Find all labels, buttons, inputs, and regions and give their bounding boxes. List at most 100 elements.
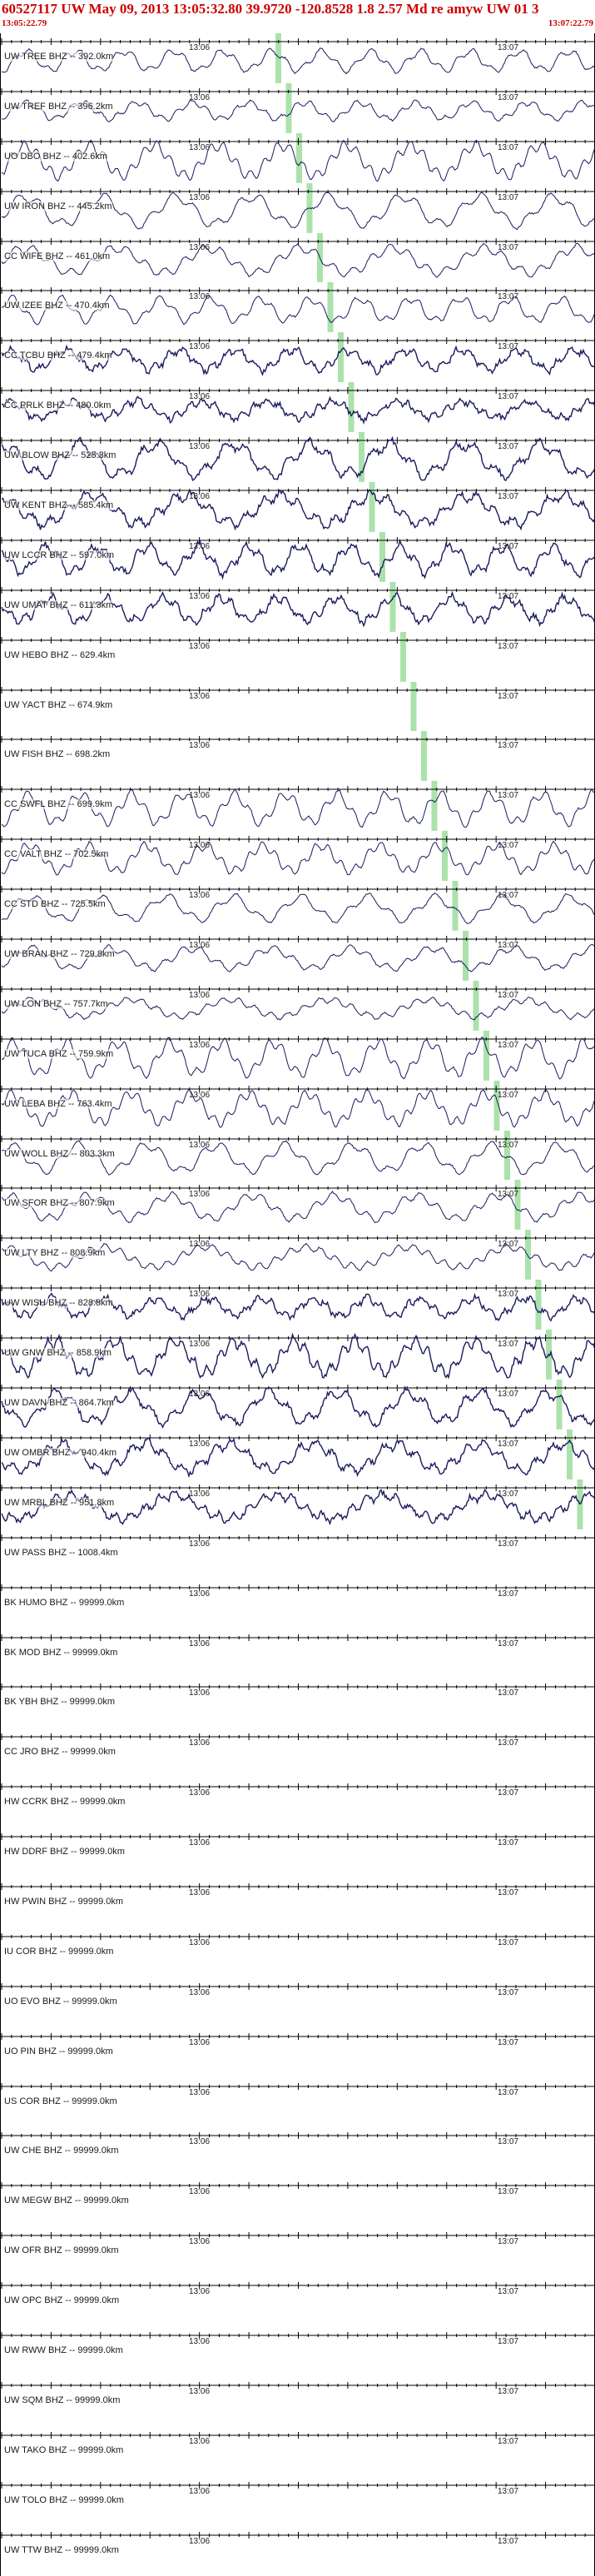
waveform xyxy=(1,892,595,924)
phase-pick-marker xyxy=(327,282,334,333)
time-label: 13:07 xyxy=(498,192,519,202)
trace-svg xyxy=(1,1833,595,1841)
time-label: 13:06 xyxy=(189,1987,211,1997)
trace-row: 13:06 13:07 UW HEBO BHZ -- 629.4km xyxy=(0,631,595,682)
time-label: 13:07 xyxy=(498,641,519,651)
phase-pick-marker xyxy=(525,1230,531,1281)
seismogram-traces: 13:06 13:07 UW TREE BHZ -- 392.0km 13:06 13:… xyxy=(0,33,595,2576)
time-label: 13:06 xyxy=(189,242,211,252)
time-label: 13:07 xyxy=(498,1887,519,1897)
time-label: 13:07 xyxy=(498,990,519,1000)
trace-row: 13:06 13:07 UW LEBA BHZ -- 763.4km xyxy=(0,1080,595,1131)
trace-row: 13:06 13:07 HW CCRK BHZ -- 99999.0km xyxy=(0,1778,595,1829)
trace-row: 13:06 13:07 UW LON BHZ -- 757.7km xyxy=(0,980,595,1031)
phase-pick-marker xyxy=(410,681,417,732)
time-label: 13:06 xyxy=(189,1240,211,1250)
time-label: 13:06 xyxy=(189,1937,211,1947)
time-label: 13:07 xyxy=(498,2287,519,2297)
trace-row: 13:06 13:07 UO PIN BHZ -- 99999.0km xyxy=(0,2027,595,2078)
time-label: 13:07 xyxy=(498,342,519,352)
trace-svg xyxy=(1,1180,595,1231)
trace-svg xyxy=(1,1429,595,1479)
station-label: UW TAKO BHZ -- 99999.0km xyxy=(4,2444,124,2455)
time-label: 13:06 xyxy=(189,492,211,502)
time-label: 13:07 xyxy=(498,2237,519,2247)
station-label: UW IRON BHZ -- 445.2km xyxy=(4,201,112,211)
phase-pick-marker xyxy=(296,132,302,183)
trace-svg xyxy=(1,1683,595,1691)
time-label: 13:07 xyxy=(498,1688,519,1698)
time-label: 13:07 xyxy=(498,392,519,402)
trace-svg xyxy=(1,182,595,233)
phase-pick-marker xyxy=(483,1030,489,1081)
time-label: 13:06 xyxy=(189,541,211,551)
trace-row: 13:06 13:07 UW LTY BHZ -- 808.9km xyxy=(0,1230,595,1281)
trace-svg xyxy=(1,1479,595,1529)
station-label: CC JRO BHZ -- 99999.0km xyxy=(4,1747,116,1758)
trace-svg xyxy=(1,1882,595,1890)
phase-pick-marker xyxy=(442,831,448,882)
station-label: UW OMBR BHZ -- 940.4km xyxy=(4,1447,117,1458)
trace-row: 13:06 13:07 UW OPC BHZ -- 99999.0km xyxy=(0,2277,595,2327)
time-label: 13:06 xyxy=(189,1639,211,1649)
trace-row: 13:06 13:07 UW IRON BHZ -- 445.2km xyxy=(0,182,595,233)
phase-pick-marker xyxy=(535,1280,542,1330)
time-label: 13:06 xyxy=(189,791,211,801)
trace-row: 13:06 13:07 UW KENT BHZ -- 585.4km xyxy=(0,482,595,532)
station-label: UW YACT BHZ -- 674.9km xyxy=(4,699,113,710)
trace-svg xyxy=(1,631,595,682)
phase-pick-marker xyxy=(275,33,281,83)
trace-svg xyxy=(1,33,595,83)
time-label: 13:07 xyxy=(498,691,519,701)
trace-svg xyxy=(1,2481,595,2489)
phase-pick-marker xyxy=(400,631,406,682)
trace-row: 13:06 13:07 UO DBO BHZ -- 402.6km xyxy=(0,132,595,183)
station-label: UW WOLL BHZ -- 803.3km xyxy=(4,1148,115,1159)
time-label: 13:07 xyxy=(498,92,519,102)
trace-svg xyxy=(1,2431,595,2439)
time-label: 13:06 xyxy=(189,2536,211,2546)
time-label: 13:07 xyxy=(498,1738,519,1748)
time-label: 13:07 xyxy=(498,1539,519,1549)
time-label: 13:07 xyxy=(498,2386,519,2396)
station-label: UW CHE BHZ -- 99999.0km xyxy=(4,2146,119,2156)
phase-pick-marker xyxy=(463,931,469,981)
trace-svg xyxy=(1,1634,595,1641)
time-label: 13:06 xyxy=(189,2037,211,2047)
time-label: 13:07 xyxy=(498,791,519,801)
time-label: 13:06 xyxy=(189,1838,211,1848)
trace-row: 13:06 13:07 UW TREE BHZ -- 392.0km xyxy=(0,33,595,83)
trace-row: 13:06 13:07 UO EVO BHZ -- 99999.0km xyxy=(0,1977,595,2028)
time-label: 13:07 xyxy=(498,1589,519,1599)
time-label: 13:06 xyxy=(189,92,211,102)
time-label: 13:07 xyxy=(498,2137,519,2147)
time-label: 13:06 xyxy=(189,891,211,901)
station-label: BK HUMO BHZ -- 99999.0km xyxy=(4,1597,125,1608)
trace-row: 13:06 13:07 UW MEGW BHZ -- 99999.0km xyxy=(0,2177,595,2228)
trace-svg xyxy=(1,1733,595,1741)
time-label: 13:07 xyxy=(498,1639,519,1649)
station-label: CC STD BHZ -- 725.5km xyxy=(4,899,106,910)
station-label: UW LTY BHZ -- 808.9km xyxy=(4,1248,106,1259)
trace-svg xyxy=(1,1783,595,1791)
time-label: 13:06 xyxy=(189,43,211,52)
station-label: UO DBO BHZ -- 402.6km xyxy=(4,151,108,162)
station-label: CC PRLK BHZ -- 480.0km xyxy=(4,400,112,411)
trace-svg xyxy=(1,731,595,782)
trace-row: 13:06 13:07 UW LCCR BHZ -- 597.0km xyxy=(0,531,595,582)
station-label: UW TREE BHZ -- 392.0km xyxy=(4,52,114,62)
station-label: UW FISH BHZ -- 698.2km xyxy=(4,749,111,760)
trace-row: 13:06 13:07 CC WIFE BHZ -- 461.0km xyxy=(0,232,595,283)
station-label: UW MEGW BHZ -- 99999.0km xyxy=(4,2196,129,2206)
time-label: 13:07 xyxy=(498,841,519,851)
station-label: BK YBH BHZ -- 99999.0km xyxy=(4,1697,116,1708)
station-label: HW DDRF BHZ -- 99999.0km xyxy=(4,1847,125,1857)
trace-svg xyxy=(1,1380,595,1430)
time-label: 13:07 xyxy=(498,242,519,252)
phase-pick-marker xyxy=(577,1479,583,1529)
start-time-label: 13:05:22.79 xyxy=(2,18,47,28)
time-label: 13:07 xyxy=(498,1290,519,1300)
trace-svg xyxy=(1,881,595,932)
trace-row: 13:06 13:07 UW GNW BHZ -- 858.9km xyxy=(0,1330,595,1380)
time-label: 13:06 xyxy=(189,1887,211,1897)
